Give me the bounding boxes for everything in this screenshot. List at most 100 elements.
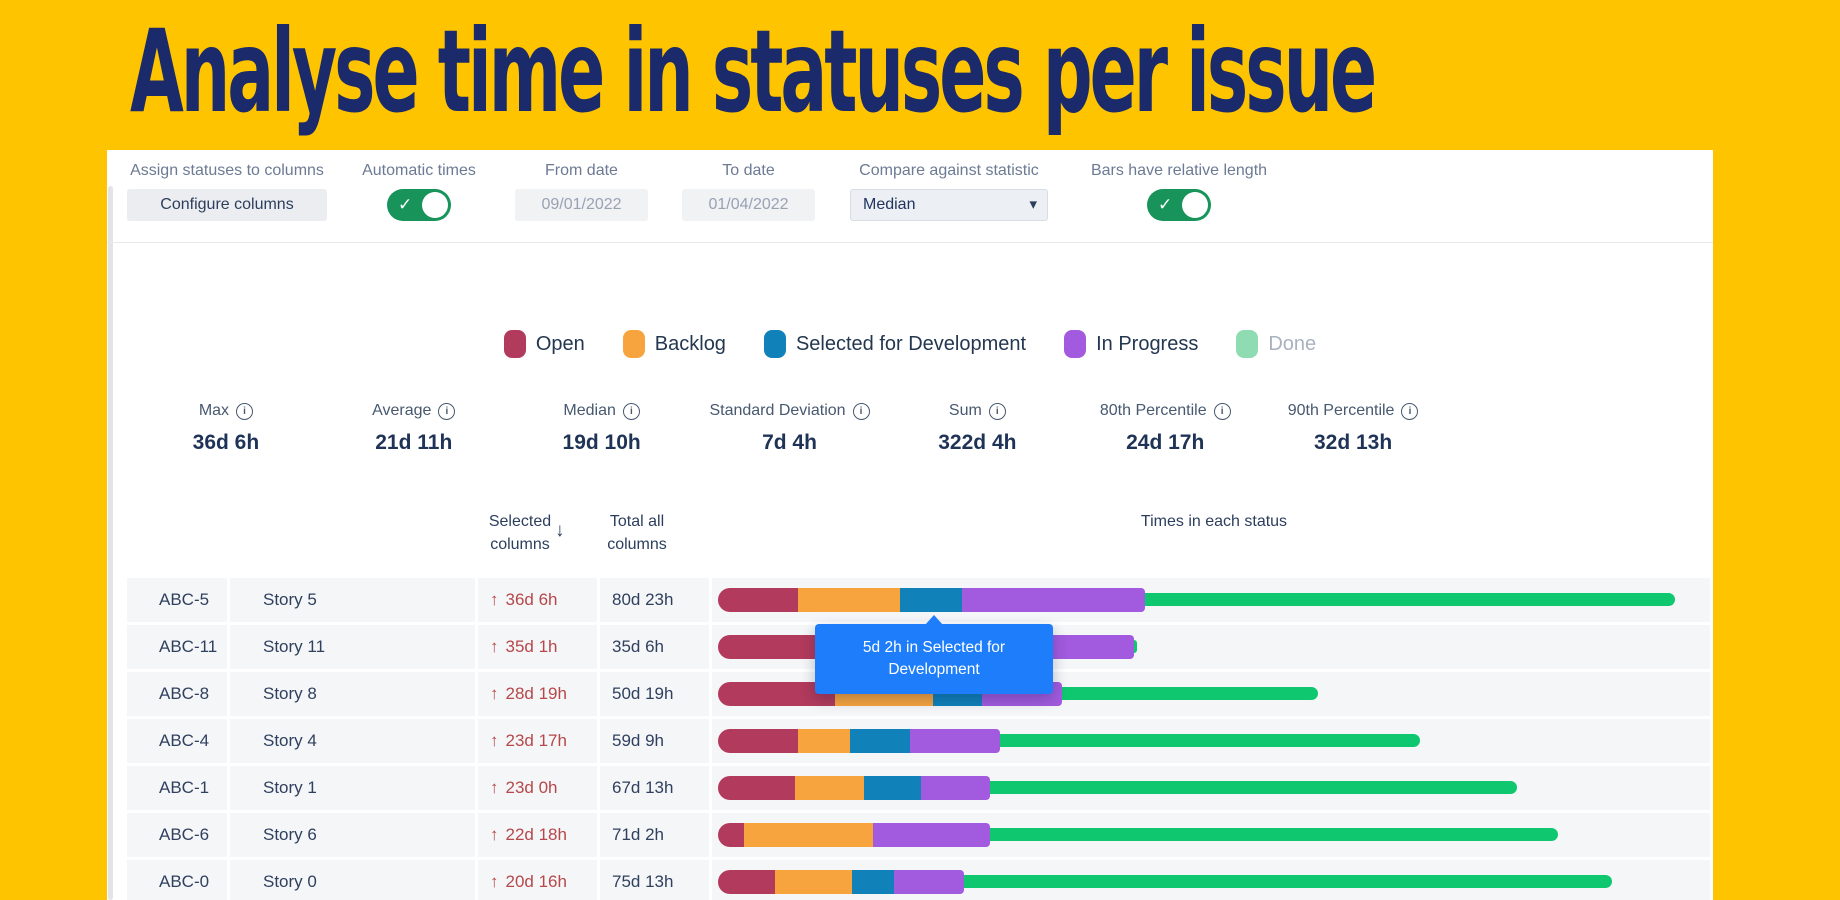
info-icon[interactable]: i — [1401, 402, 1419, 420]
status-bar — [718, 870, 964, 894]
table-row: ABC-1 Story 1 ↑ 23d 0h 67d 13h — [127, 766, 1710, 810]
bar-segment-selected-for-development[interactable] — [900, 588, 962, 612]
issue-key[interactable]: ABC-4 — [127, 719, 230, 763]
stat-value: 7d 4h — [762, 431, 817, 454]
to-date-label: To date — [722, 162, 775, 179]
stat-average: Average i 21d 11h — [320, 402, 508, 455]
bar-segment-done[interactable] — [1145, 593, 1675, 606]
bar-segment-selected-for-development[interactable] — [852, 870, 894, 894]
total-all-columns-value: 71d 2h — [600, 813, 712, 857]
info-icon[interactable]: i — [236, 402, 254, 420]
bar-segment-done[interactable] — [1062, 687, 1318, 700]
total-all-columns-value: 35d 6h — [600, 625, 712, 669]
bar-segment-in-progress[interactable] — [873, 823, 990, 847]
bar-segment-in-progress[interactable] — [910, 729, 1000, 753]
column-header-selected-columns[interactable]: Selected columns — [450, 510, 590, 556]
total-all-columns-value-text: 50d 19h — [612, 684, 674, 703]
legend-label: In Progress — [1096, 332, 1199, 355]
table-row: ABC-5 Story 5 ↑ 36d 6h 80d 23h — [127, 578, 1710, 622]
legend-swatch-backlog — [622, 330, 645, 358]
times-in-each-status-bar — [712, 860, 1710, 900]
bar-segment-backlog[interactable] — [744, 823, 873, 847]
info-icon[interactable]: i — [1213, 402, 1231, 420]
issue-key-text: ABC-8 — [159, 684, 210, 703]
issue-key[interactable]: ABC-1 — [127, 766, 230, 810]
legend-label: Open — [535, 332, 585, 355]
info-icon[interactable]: i — [622, 402, 640, 420]
selected-columns-value-text: 35d 1h — [505, 637, 558, 656]
issue-key[interactable]: ABC-6 — [127, 813, 230, 857]
bar-segment-in-progress[interactable] — [894, 870, 964, 894]
compare-statistic-value: Median — [863, 196, 916, 213]
issue-name-text: Story 8 — [263, 684, 317, 703]
tooltip-text: 5d 2h in Selected for Development — [862, 639, 1006, 678]
total-all-columns-value-text: 71d 2h — [612, 825, 664, 844]
issue-key[interactable]: ABC-11 — [127, 625, 230, 669]
legend-label: Selected for Development — [795, 332, 1027, 355]
stat-label: Average — [372, 402, 432, 419]
times-in-each-status-bar — [712, 719, 1710, 763]
legend-item-backlog[interactable]: Backlog — [622, 330, 726, 358]
legend-label: Backlog — [654, 332, 726, 355]
bar-segment-in-progress[interactable] — [962, 588, 1145, 612]
times-in-each-status-bar — [712, 813, 1710, 857]
bar-segment-done[interactable] — [990, 781, 1517, 794]
bar-segment-backlog[interactable] — [775, 870, 852, 894]
selected-columns-line1: Selected — [488, 513, 552, 530]
from-date-input[interactable] — [515, 189, 648, 221]
automatic-times-toggle[interactable]: ✓ — [387, 189, 451, 221]
increase-arrow-icon: ↑ — [490, 778, 499, 797]
stat-value: 19d 10h — [562, 431, 641, 454]
bar-segment-backlog[interactable] — [798, 588, 900, 612]
total-columns-line1: Total all — [609, 513, 665, 530]
stat-label: 80th Percentile — [1099, 402, 1207, 419]
bar-segment-open[interactable] — [718, 823, 744, 847]
column-header-times-in-each-status: Times in each status — [1140, 513, 1288, 530]
configure-columns-button[interactable]: Configure columns — [127, 189, 327, 221]
bar-segment-selected-for-development[interactable] — [864, 776, 921, 800]
bar-segment-in-progress[interactable] — [921, 776, 990, 800]
times-in-each-status-bar — [712, 578, 1710, 622]
bar-segment-done[interactable] — [964, 875, 1612, 888]
info-icon[interactable]: i — [438, 402, 456, 420]
status-bar — [718, 588, 1145, 612]
bar-segment-done[interactable] — [990, 828, 1558, 841]
bar-segment-backlog[interactable] — [795, 776, 864, 800]
relative-bars-toggle[interactable]: ✓ — [1147, 189, 1211, 221]
status-bar — [718, 729, 1000, 753]
chevron-down-icon: ▾ — [1029, 196, 1037, 213]
selected-columns-value: ↑ 22d 18h — [478, 813, 600, 857]
info-icon[interactable]: i — [988, 402, 1006, 420]
selected-columns-value: ↑ 36d 6h — [478, 578, 600, 622]
issue-key[interactable]: ABC-8 — [127, 672, 230, 716]
legend-item-selected_for_development[interactable]: Selected for Development — [763, 330, 1027, 358]
bar-segment-open[interactable] — [718, 635, 830, 659]
vertical-scrollbar[interactable] — [108, 186, 113, 900]
bar-segment-open[interactable] — [718, 588, 798, 612]
issue-name-text: Story 11 — [263, 637, 326, 656]
column-header-total-all-columns: Total all columns — [577, 510, 697, 556]
legend-item-in_progress[interactable]: In Progress — [1064, 330, 1198, 358]
legend-label: Done — [1268, 332, 1317, 355]
bar-segment-open[interactable] — [718, 870, 775, 894]
bar-segment-open[interactable] — [718, 729, 798, 753]
legend-item-done[interactable]: Done — [1236, 330, 1316, 358]
table-row: ABC-6 Story 6 ↑ 22d 18h 71d 2h — [127, 813, 1710, 857]
compare-statistic-select[interactable]: Median ▾ — [850, 189, 1048, 221]
bar-segment-open[interactable] — [718, 776, 795, 800]
info-icon[interactable]: i — [852, 402, 870, 420]
issue-name-text: Story 5 — [263, 590, 317, 609]
legend-swatch-in_progress — [1064, 330, 1087, 358]
sort-descending-icon[interactable]: ↓ — [555, 520, 565, 541]
legend-item-open[interactable]: Open — [503, 330, 585, 358]
issue-key[interactable]: ABC-0 — [127, 860, 230, 900]
bar-segment-backlog[interactable] — [798, 729, 850, 753]
to-date-input[interactable] — [682, 189, 815, 221]
issue-name: Story 6 — [230, 813, 478, 857]
bar-segment-selected-for-development[interactable] — [850, 729, 910, 753]
issue-key[interactable]: ABC-5 — [127, 578, 230, 622]
bar-segment-done[interactable] — [1000, 734, 1420, 747]
bar-segment-done[interactable] — [1134, 640, 1137, 653]
total-all-columns-value-text: 75d 13h — [612, 872, 674, 891]
configure-columns-group: Assign statuses to columns Configure col… — [127, 162, 327, 221]
